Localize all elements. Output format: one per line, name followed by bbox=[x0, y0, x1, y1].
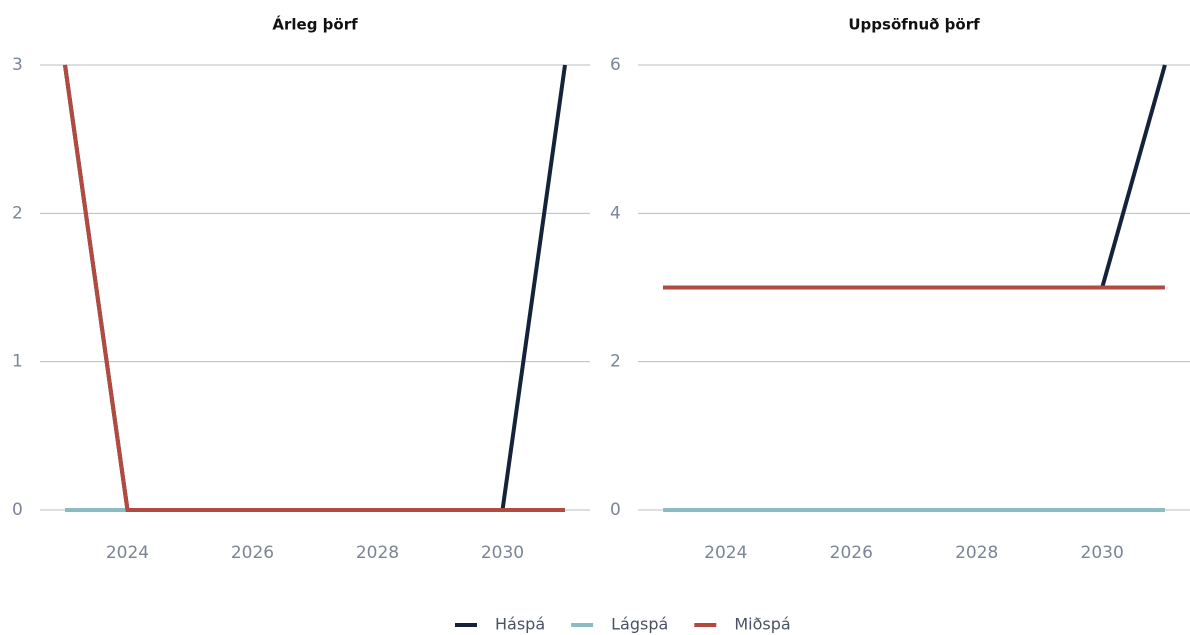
x-tick-label: 2026 bbox=[231, 543, 274, 563]
x-tick-label: 2026 bbox=[830, 543, 873, 563]
legend-label: Miðspá bbox=[734, 615, 790, 634]
x-tick-label: 2024 bbox=[704, 543, 747, 563]
x-tick-label: 2024 bbox=[106, 543, 149, 563]
y-tick-label: 3 bbox=[12, 55, 23, 75]
line bbox=[663, 64, 1167, 290]
y-tick-label: 6 bbox=[610, 55, 621, 75]
legend-label: Háspá bbox=[495, 615, 545, 634]
y-tick-label: 1 bbox=[12, 352, 23, 372]
y-tick-label: 2 bbox=[12, 203, 23, 223]
chart-title: Uppsöfnuð þörf bbox=[848, 16, 980, 34]
chart-title: Árleg þörf bbox=[272, 15, 358, 34]
y-tick-label: 0 bbox=[610, 500, 621, 520]
line bbox=[63, 64, 567, 512]
x-tick-label: 2030 bbox=[1081, 543, 1124, 563]
y-tick-label: 2 bbox=[610, 352, 621, 372]
y-tick-label: 4 bbox=[610, 203, 621, 223]
x-tick-label: 2030 bbox=[481, 543, 524, 563]
x-tick-label: 2028 bbox=[356, 543, 399, 563]
y-tick-label: 0 bbox=[12, 500, 23, 520]
legend-label: Lágspá bbox=[611, 615, 668, 634]
x-tick-label: 2028 bbox=[955, 543, 998, 563]
line bbox=[63, 64, 565, 512]
